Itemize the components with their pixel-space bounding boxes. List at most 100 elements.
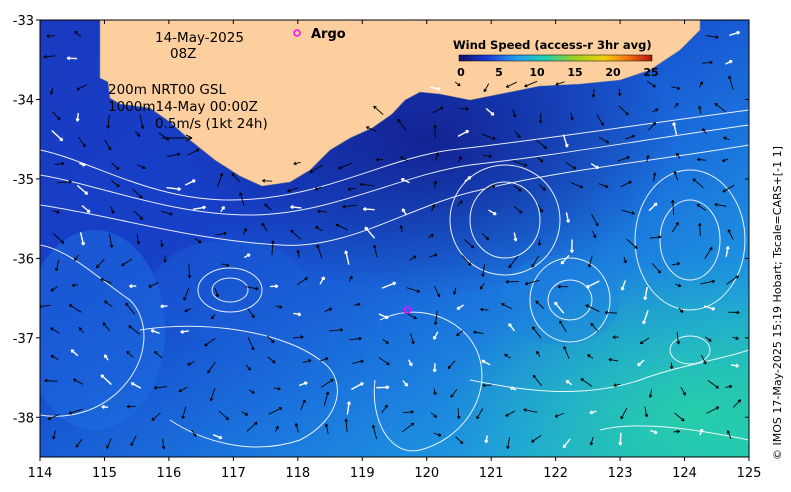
current-arrow <box>76 184 89 195</box>
current-arrow <box>217 172 224 188</box>
current-arrow <box>399 225 404 233</box>
current-arrow <box>53 233 65 244</box>
current-arrow <box>100 278 112 284</box>
x-tick-label: 115 <box>92 466 117 481</box>
current-arrow <box>317 209 327 214</box>
current-arrow <box>613 383 621 387</box>
current-arrow <box>645 155 650 163</box>
current-arrow <box>133 210 144 220</box>
current-arrow <box>410 333 415 345</box>
current-arrow <box>637 359 645 367</box>
legend-tick-label: 0 <box>457 66 465 79</box>
current-arrow <box>535 139 547 149</box>
current-arrow <box>705 34 719 39</box>
current-arrow <box>456 200 463 207</box>
current-arrow <box>644 406 649 418</box>
current-arrow <box>589 436 594 446</box>
current-arrow <box>560 254 570 265</box>
current-arrow <box>275 305 283 309</box>
current-arrow <box>75 438 83 448</box>
scale-label: 0.5m/s (1kt 24h) <box>155 116 268 132</box>
current-arrow <box>430 412 438 418</box>
current-arrow <box>429 253 438 258</box>
current-arrow <box>214 287 219 298</box>
current-arrow <box>79 162 86 167</box>
current-arrow <box>433 180 438 188</box>
current-arrow <box>300 399 306 411</box>
legend-title: Wind Speed (access-r 3hr avg) <box>453 38 652 52</box>
current-arrow <box>725 384 733 389</box>
current-arrow <box>346 401 351 415</box>
current-arrow <box>592 230 597 239</box>
current-arrow <box>302 359 312 363</box>
current-arrow <box>432 363 437 373</box>
current-arrow <box>381 404 388 414</box>
current-arrow <box>704 246 713 259</box>
current-arrow <box>218 410 230 421</box>
current-arrow <box>733 399 742 408</box>
current-arrow <box>482 133 496 140</box>
current-arrow <box>154 385 167 390</box>
x-tick-label: 119 <box>350 466 375 481</box>
current-arrow <box>434 285 441 298</box>
scale-arrow-icon <box>162 134 193 142</box>
x-tick-label: 123 <box>608 466 633 481</box>
current-arrow <box>68 304 82 313</box>
current-arrow <box>101 404 109 409</box>
current-arrow <box>245 364 251 371</box>
current-arrow <box>126 404 136 409</box>
current-arrow <box>726 430 732 440</box>
current-arrow <box>106 114 110 129</box>
current-arrow <box>342 204 357 209</box>
current-arrow <box>726 275 739 285</box>
current-arrow <box>106 438 112 449</box>
x-tick-label: 116 <box>156 466 181 481</box>
legend-tick-label: 5 <box>495 66 503 79</box>
current-arrow <box>673 429 680 434</box>
current-arrow <box>163 255 167 263</box>
current-arrow <box>136 164 146 170</box>
current-arrow <box>309 164 323 173</box>
current-arrow <box>269 284 279 289</box>
current-arrow <box>352 359 364 364</box>
current-arrow <box>406 287 421 293</box>
current-arrow <box>460 107 469 111</box>
current-arrow <box>452 287 457 295</box>
current-arrow <box>191 429 197 437</box>
current-arrow <box>129 284 137 289</box>
depth-label: 200m NRT00 GSL <box>108 82 226 98</box>
current-arrow <box>366 126 377 132</box>
current-arrow <box>563 346 570 359</box>
current-arrow <box>70 349 79 357</box>
current-arrow <box>537 239 542 246</box>
current-arrow <box>55 259 60 272</box>
current-arrow <box>96 258 105 269</box>
current-arrow <box>671 86 681 90</box>
current-arrow <box>587 354 594 359</box>
current-arrow <box>246 421 258 432</box>
current-arrow <box>52 210 60 214</box>
current-arrow <box>243 253 251 259</box>
current-arrow <box>432 106 444 114</box>
current-arrow <box>362 207 375 212</box>
current-arrow <box>509 386 517 391</box>
current-arrow <box>458 155 462 163</box>
current-arrow <box>245 286 259 291</box>
current-arrow <box>538 112 543 124</box>
current-arrow <box>671 262 681 266</box>
current-arrow <box>290 205 302 210</box>
current-arrow <box>290 229 302 240</box>
current-arrow <box>46 34 55 38</box>
current-arrow <box>261 222 268 232</box>
current-arrow <box>323 391 330 406</box>
current-arrow <box>49 87 54 95</box>
current-arrow <box>674 283 682 288</box>
current-arrow <box>608 357 619 362</box>
current-arrow <box>76 84 88 91</box>
current-arrow <box>111 162 120 170</box>
current-arrow <box>513 205 523 214</box>
current-arrow <box>732 336 739 340</box>
current-arrow <box>705 336 712 342</box>
current-arrow <box>433 432 442 437</box>
y-tick-label: -34 <box>13 93 34 108</box>
